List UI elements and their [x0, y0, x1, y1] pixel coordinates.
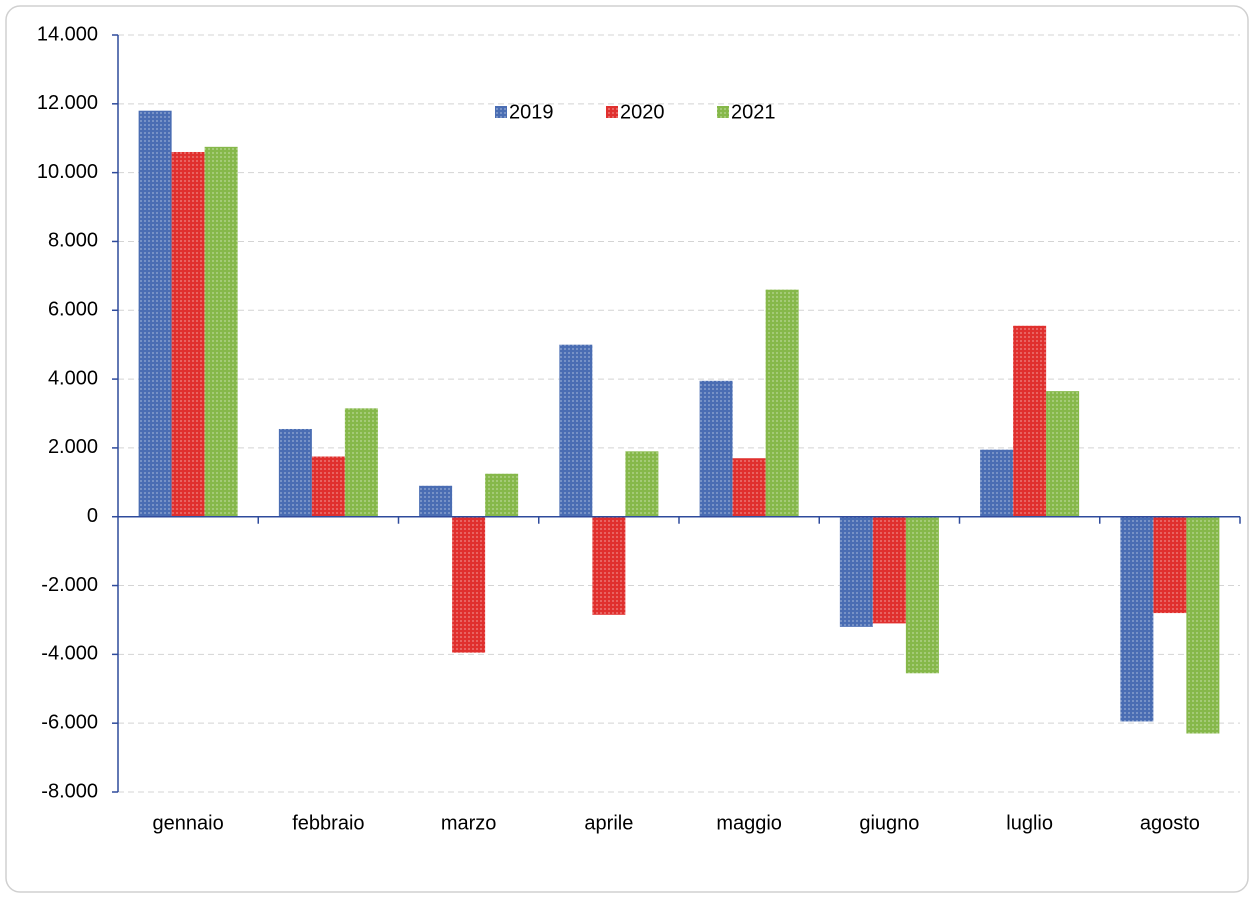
- y-tick-label: 2.000: [48, 436, 98, 458]
- bar: [592, 516, 626, 615]
- bar: [1153, 516, 1187, 614]
- bar: [204, 146, 238, 517]
- x-tick-label: marzo: [441, 812, 497, 834]
- x-tick-label: aprile: [584, 812, 633, 834]
- bar: [765, 289, 799, 517]
- bar: [171, 151, 205, 517]
- x-tick-label: febbraio: [292, 812, 364, 834]
- x-tick-label: giugno: [859, 812, 919, 834]
- x-tick-label: gennaio: [153, 812, 224, 834]
- x-tick-label: agosto: [1140, 812, 1200, 834]
- y-tick-label: 0: [87, 505, 98, 527]
- y-tick-label: 4.000: [48, 367, 98, 389]
- bar: [980, 449, 1014, 517]
- x-tick-label: luglio: [1006, 812, 1053, 834]
- y-tick-label: -8.000: [41, 780, 98, 802]
- legend-swatch: [717, 106, 729, 118]
- bar: [872, 516, 906, 624]
- y-tick-label: 10.000: [37, 161, 98, 183]
- legend-label: 2020: [620, 101, 665, 123]
- bar: [278, 428, 312, 517]
- legend-label: 2021: [731, 101, 776, 123]
- bar: [1186, 516, 1220, 734]
- bar: [138, 110, 172, 517]
- bar: [419, 485, 453, 517]
- bar: [1120, 516, 1154, 722]
- y-tick-label: 8.000: [48, 230, 98, 252]
- bar: [559, 344, 593, 517]
- y-tick-label: 14.000: [37, 23, 98, 45]
- bar: [452, 516, 486, 653]
- y-tick-label: -2.000: [41, 574, 98, 596]
- legend-swatch: [495, 106, 507, 118]
- x-tick-label: maggio: [716, 812, 782, 834]
- y-tick-label: 6.000: [48, 299, 98, 321]
- bar: [732, 458, 766, 517]
- bar: [1046, 391, 1080, 517]
- bar: [625, 451, 659, 517]
- bar: [344, 408, 378, 517]
- bar: [839, 516, 873, 627]
- bar: [699, 380, 733, 517]
- bar: [905, 516, 939, 674]
- bar: [485, 473, 519, 517]
- y-tick-label: 12.000: [37, 92, 98, 114]
- y-tick-label: -6.000: [41, 711, 98, 733]
- bar: [311, 456, 345, 517]
- y-tick-label: -4.000: [41, 643, 98, 665]
- legend-label: 2019: [509, 101, 554, 123]
- legend-swatch: [606, 106, 618, 118]
- bar: [1013, 325, 1047, 517]
